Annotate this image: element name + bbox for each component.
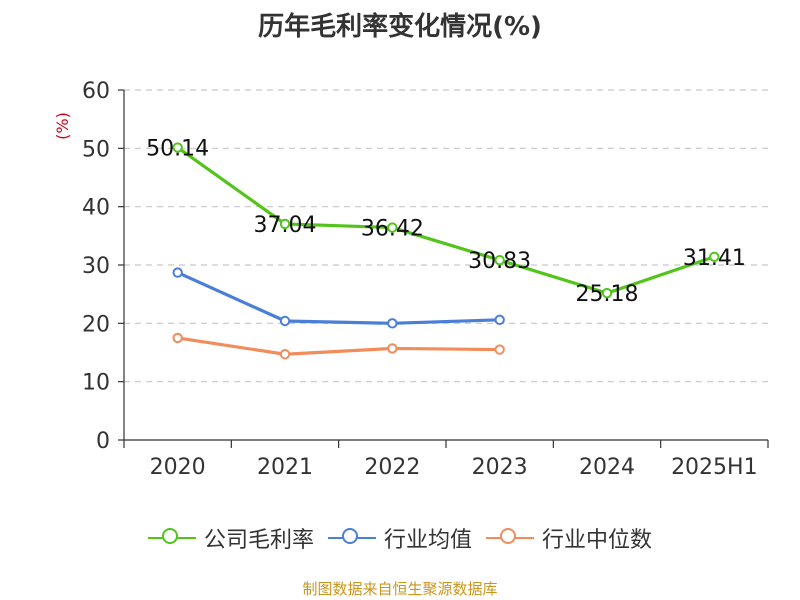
data-point [172, 332, 183, 344]
y-tick-label: 0 [96, 429, 110, 454]
legend-label: 行业均值 [383, 528, 472, 553]
y-tick-label: 20 [82, 312, 110, 337]
legend-item[interactable]: 行业中位数 [486, 522, 652, 554]
data-label: 30.83 [468, 249, 531, 274]
data-point [494, 344, 505, 355]
series-layer [172, 142, 720, 360]
gridlines [124, 89, 768, 383]
data-labels: 50.14 37.04 36.42 30.83 25.18 31.41 [146, 137, 746, 308]
legend-swatch-icon [327, 526, 376, 550]
series-line [177, 336, 500, 356]
series-line [177, 271, 500, 325]
data-label: 36.42 [361, 217, 424, 242]
legend-label: 公司毛利率 [203, 528, 314, 553]
legend-swatch-icon [486, 526, 534, 550]
legend-label: 行业中位数 [542, 528, 653, 553]
legend: 公司毛利率 行业均值 行业中位数 [0, 520, 800, 556]
x-tick-label: 2022 [364, 455, 420, 480]
data-point [172, 267, 183, 278]
y-tick-label: 50 [82, 137, 110, 162]
data-point [494, 254, 505, 266]
data-label: 50.14 [146, 137, 209, 162]
source-note: 制图数据来自恒生聚源数据库 [302, 580, 498, 598]
x-tick-label: 2024 [579, 455, 635, 480]
x-tick-label: 2020 [150, 455, 206, 480]
y-tick-label: 60 [82, 79, 110, 104]
series-line [176, 146, 715, 295]
data-label: 37.04 [254, 213, 317, 238]
legend-item[interactable]: 公司毛利率 [147, 522, 314, 554]
data-point [494, 314, 505, 326]
data-point [279, 218, 291, 230]
x-tick-label: 2025H1 [671, 455, 758, 480]
x-tick-label: 2023 [472, 455, 528, 480]
data-point [387, 318, 398, 329]
data-label: 25.18 [576, 282, 639, 307]
data-point [601, 287, 613, 299]
legend-swatch-icon [147, 526, 196, 550]
data-point [279, 315, 291, 327]
x-tick-label: 2021 [257, 455, 313, 480]
y-unit-label: (%) [53, 112, 72, 140]
data-point [279, 349, 291, 360]
chart-title: 历年毛利率变化情况(%) [258, 12, 542, 42]
data-point [387, 343, 398, 354]
data-point [387, 222, 398, 233]
data-point [709, 251, 720, 262]
y-tick-label: 30 [82, 254, 110, 279]
data-label: 31.41 [683, 246, 746, 271]
data-point [172, 142, 183, 153]
axes: 0 10 20 30 40 50 60 2020 2021 2022 2023 2024 2025H1 [82, 79, 769, 480]
legend-item[interactable]: 行业均值 [327, 522, 472, 554]
y-tick-label: 40 [82, 196, 110, 221]
y-tick-label: 10 [82, 371, 110, 396]
